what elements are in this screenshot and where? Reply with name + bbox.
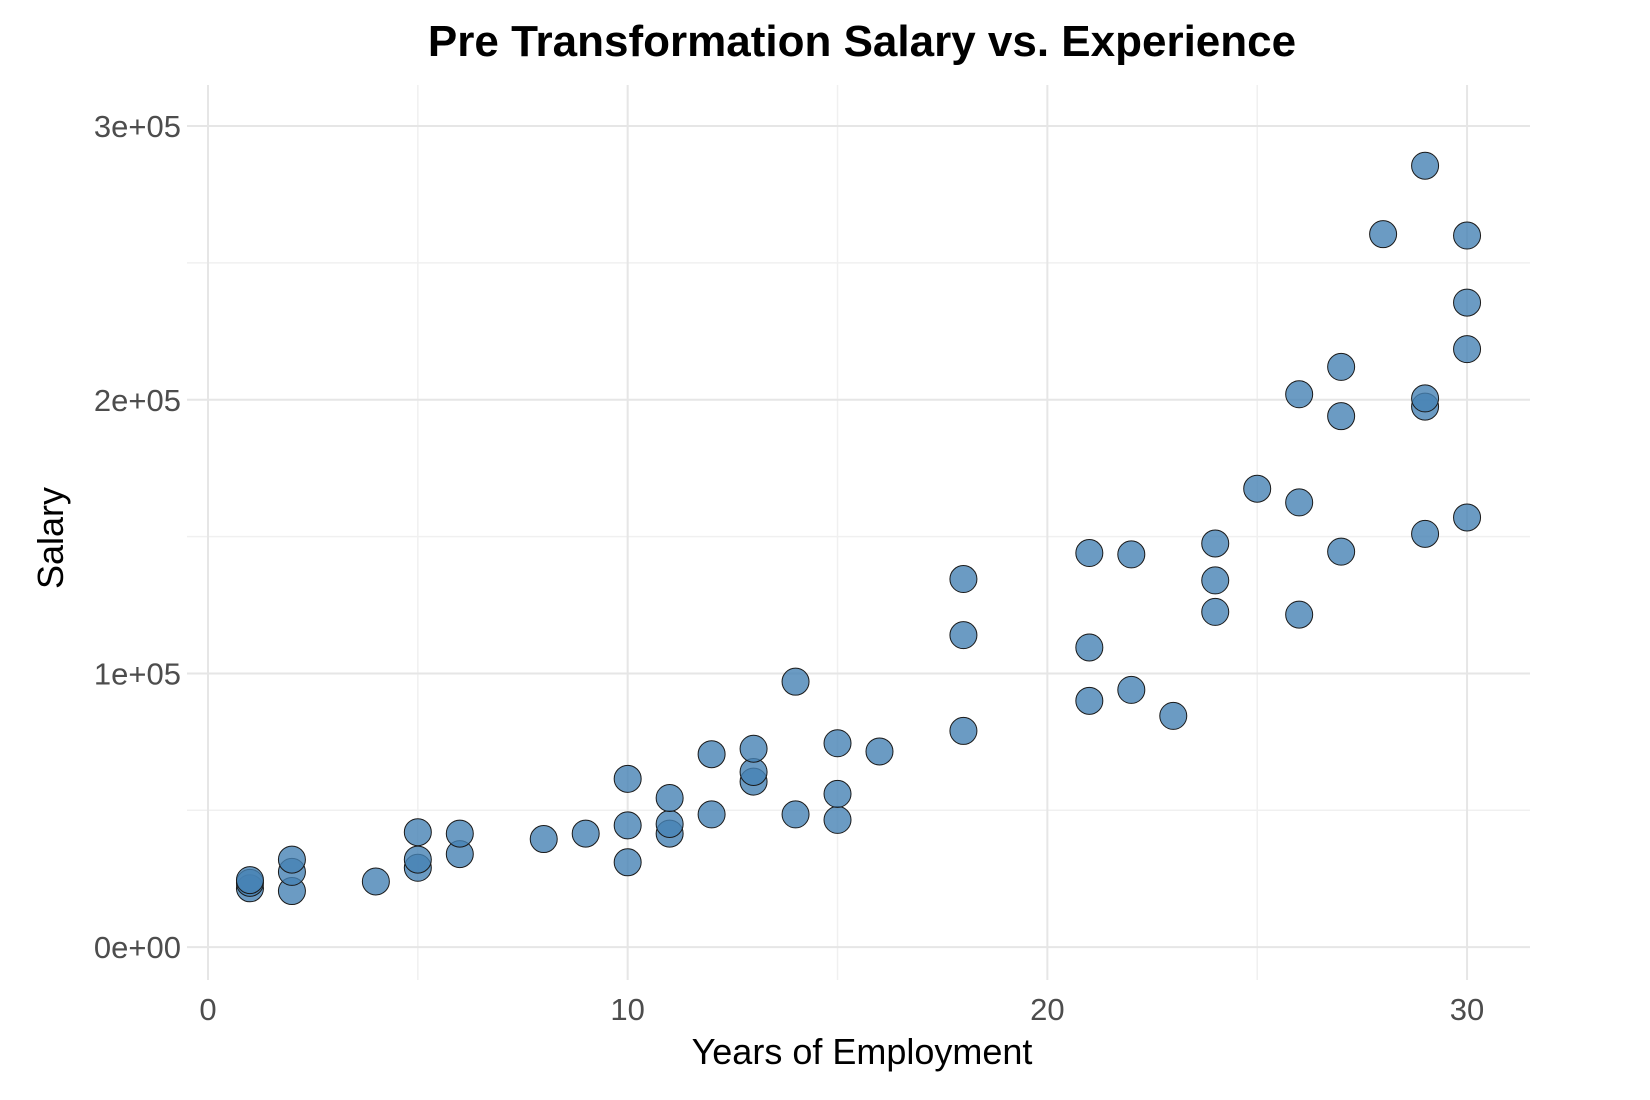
data-point bbox=[445, 819, 474, 848]
data-point bbox=[1201, 566, 1230, 595]
y-tick-label: 2e+05 bbox=[94, 383, 181, 418]
data-point bbox=[1117, 675, 1146, 704]
data-point bbox=[235, 866, 264, 895]
data-point bbox=[1075, 539, 1104, 568]
data-point bbox=[1243, 474, 1272, 503]
data-point bbox=[949, 621, 978, 650]
data-point bbox=[823, 729, 852, 758]
data-point bbox=[823, 779, 852, 808]
data-point bbox=[1285, 488, 1314, 517]
data-point bbox=[1411, 384, 1440, 413]
x-tick-label: 30 bbox=[1450, 992, 1484, 1027]
data-point bbox=[571, 819, 600, 848]
data-point bbox=[949, 716, 978, 745]
data-point bbox=[949, 565, 978, 594]
x-axis-title: Years of Employment bbox=[692, 1031, 1033, 1072]
data-point bbox=[1075, 686, 1104, 715]
x-axis-tick-labels: 0 10 20 30 bbox=[199, 992, 1484, 1027]
data-point bbox=[1117, 540, 1146, 569]
data-point bbox=[1327, 352, 1356, 381]
y-tick-label: 0e+00 bbox=[94, 930, 181, 965]
data-point bbox=[403, 818, 432, 847]
data-point bbox=[781, 800, 810, 829]
data-point bbox=[1453, 503, 1482, 532]
data-point bbox=[1369, 220, 1398, 249]
data-point bbox=[613, 764, 642, 793]
data-point bbox=[697, 740, 726, 769]
x-tick-label: 0 bbox=[199, 992, 216, 1027]
data-point bbox=[1285, 380, 1314, 409]
data-point bbox=[529, 825, 558, 854]
data-points bbox=[235, 151, 1482, 906]
data-point bbox=[1453, 221, 1482, 250]
data-point bbox=[781, 667, 810, 696]
x-tick-label: 10 bbox=[610, 992, 644, 1027]
chart-title: Pre Transformation Salary vs. Experience bbox=[428, 17, 1296, 66]
y-axis-title: Salary bbox=[30, 487, 71, 589]
data-point bbox=[1201, 529, 1230, 558]
data-point bbox=[1411, 151, 1440, 180]
data-point bbox=[403, 845, 432, 874]
data-point bbox=[823, 805, 852, 834]
data-point bbox=[655, 809, 684, 838]
data-point bbox=[613, 848, 642, 877]
data-point bbox=[697, 800, 726, 829]
data-point bbox=[277, 845, 306, 874]
y-tick-label: 1e+05 bbox=[94, 656, 181, 691]
data-point bbox=[1285, 600, 1314, 629]
data-point bbox=[1327, 537, 1356, 566]
y-tick-label: 3e+05 bbox=[94, 109, 181, 144]
data-point bbox=[1453, 288, 1482, 317]
data-point bbox=[739, 734, 768, 763]
data-point bbox=[1075, 633, 1104, 662]
data-point bbox=[1159, 701, 1188, 730]
data-point bbox=[1327, 402, 1356, 431]
data-point bbox=[655, 783, 684, 812]
y-axis-tick-labels: 0e+00 1e+05 2e+05 3e+05 bbox=[94, 109, 181, 965]
data-point bbox=[361, 867, 390, 896]
data-point bbox=[1411, 519, 1440, 548]
x-tick-label: 20 bbox=[1030, 992, 1064, 1027]
data-point bbox=[1453, 335, 1482, 364]
data-point bbox=[1201, 597, 1230, 626]
data-point bbox=[865, 737, 894, 766]
data-point bbox=[613, 811, 642, 840]
grid-lines bbox=[187, 85, 1530, 980]
